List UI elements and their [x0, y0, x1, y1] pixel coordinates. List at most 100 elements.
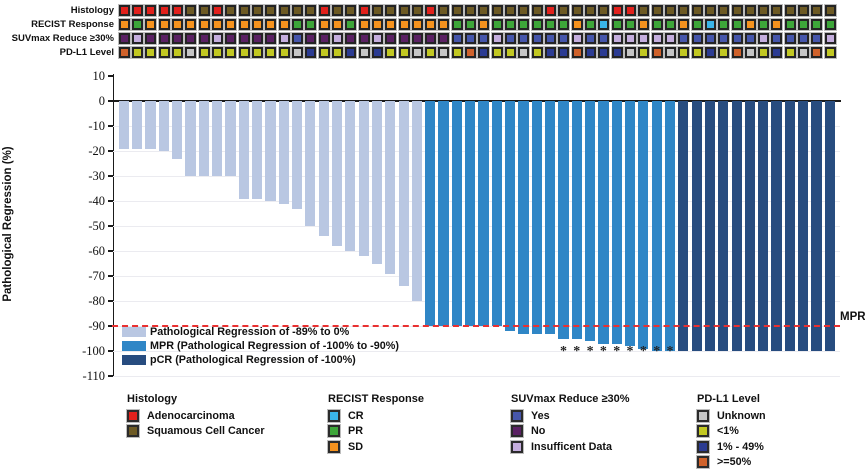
recist-cell — [744, 19, 756, 30]
pdl1-cell — [411, 47, 423, 58]
histology-cell — [678, 5, 690, 16]
suvmax-cell — [771, 33, 783, 44]
asterisk-marker: * — [639, 344, 647, 359]
recist-cell — [664, 19, 676, 30]
suvmax-cell — [398, 33, 410, 44]
legend-swatch — [511, 425, 523, 438]
histology-cell — [225, 5, 237, 16]
pdl1-cell — [318, 47, 330, 58]
recist-cell — [371, 19, 383, 30]
patient-bar — [478, 101, 489, 326]
histology-cell — [598, 5, 610, 16]
legend-group-title: PD-L1 Level — [697, 393, 760, 405]
pdl1-cell — [505, 47, 517, 58]
pdl1-cell — [771, 47, 783, 58]
patient-bar — [558, 101, 569, 339]
histology-cell — [291, 5, 303, 16]
histology-cell — [638, 5, 650, 16]
suvmax-cell — [558, 33, 570, 44]
pdl1-cell — [611, 47, 623, 58]
histology-cell — [451, 5, 463, 16]
patient-bar — [252, 101, 263, 199]
legend-swatch — [328, 440, 340, 453]
patient-bar — [318, 101, 329, 236]
pdl1-cell — [465, 47, 477, 58]
recist-cell — [638, 19, 650, 30]
y-tick-label: -60 — [88, 244, 105, 258]
legend-group-title: RECIST Response — [328, 393, 424, 405]
recist-cell — [305, 19, 317, 30]
histology-cell — [784, 5, 796, 16]
patient-bar — [438, 101, 449, 326]
pdl1-cell — [198, 47, 210, 58]
pdl1-cell — [438, 47, 450, 58]
asterisk-marker: * — [613, 344, 621, 359]
legend-swatch — [328, 410, 340, 422]
asterisk-marker: * — [626, 344, 634, 359]
histology-cell — [691, 5, 703, 16]
recist-cell — [331, 19, 343, 30]
pdl1-cell — [278, 47, 290, 58]
y-tick — [107, 300, 113, 302]
y-tick-label: -70 — [88, 269, 105, 283]
patient-bar — [571, 101, 582, 339]
y-tick-label: -110 — [82, 369, 105, 383]
patient-bar — [704, 101, 716, 351]
suvmax-cell — [371, 33, 383, 44]
recist-cell — [531, 19, 543, 30]
pdl1-cell — [478, 47, 490, 58]
histology-cell — [398, 5, 410, 16]
patient-bar — [345, 101, 356, 251]
recist-cell — [678, 19, 690, 30]
recist-cell — [398, 19, 410, 30]
suvmax-cell — [331, 33, 343, 44]
legend-item-label: 1% - 49% — [717, 440, 764, 453]
suvmax-cell — [678, 33, 690, 44]
suvmax-cell — [505, 33, 517, 44]
pdl1-cell — [824, 47, 836, 58]
suvmax-cell — [491, 33, 503, 44]
suvmax-cell — [118, 33, 130, 44]
legend-item-label: pCR (Pathological Regression of -100%) — [150, 354, 356, 366]
recist-cell — [718, 19, 730, 30]
pdl1-cell — [558, 47, 570, 58]
y-tick-label: -90 — [88, 319, 105, 333]
legend-item-label: Insufficent Data — [531, 440, 612, 453]
histology-cell — [651, 5, 663, 16]
gridline — [113, 376, 840, 377]
suvmax-cell — [518, 33, 530, 44]
pdl1-cell — [331, 47, 343, 58]
histology-cell — [198, 5, 210, 16]
histology-cell — [118, 5, 130, 16]
pdl1-cell — [731, 47, 743, 58]
suvmax-cell — [465, 33, 477, 44]
patient-bar — [638, 101, 649, 349]
pdl1-cell — [758, 47, 770, 58]
histology-cell — [331, 5, 343, 16]
histology-cell — [478, 5, 490, 16]
recist-cell — [824, 19, 836, 30]
pdl1-cell — [358, 47, 370, 58]
recist-cell — [651, 19, 663, 30]
pdl1-cell — [305, 47, 317, 58]
recist-cell — [518, 19, 530, 30]
pdl1-cell — [185, 47, 197, 58]
legend-item-label: <1% — [717, 425, 739, 438]
patient-bar — [158, 101, 169, 151]
recist-cell — [771, 19, 783, 30]
histology-cell — [558, 5, 570, 16]
recist-cell — [291, 19, 303, 30]
gridline — [113, 301, 840, 302]
pcr-swatch — [122, 355, 146, 365]
patient-bar — [545, 101, 556, 334]
patient-bar — [185, 101, 196, 176]
patient-bar — [651, 101, 662, 351]
patient-bar — [624, 101, 636, 346]
histology-cell — [718, 5, 730, 16]
histology-cell — [664, 5, 676, 16]
recist-cell — [158, 19, 170, 30]
recist-cell — [385, 19, 397, 30]
histology-cell — [238, 5, 250, 16]
recist-cell — [145, 19, 157, 30]
pdl1-cell — [385, 47, 397, 58]
